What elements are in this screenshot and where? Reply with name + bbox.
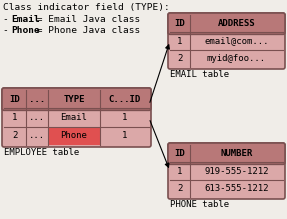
Text: 2: 2	[12, 131, 18, 140]
Text: ID: ID	[174, 149, 185, 158]
Text: NUMBER: NUMBER	[220, 149, 253, 158]
Text: ID: ID	[174, 19, 185, 28]
Text: Phone: Phone	[11, 26, 40, 35]
FancyBboxPatch shape	[168, 143, 285, 164]
Text: ADDRESS: ADDRESS	[218, 19, 255, 28]
Text: email@com...: email@com...	[204, 37, 269, 46]
Text: 2: 2	[177, 184, 183, 193]
Bar	[170, 145, 283, 162]
Text: EMPLOYEE table: EMPLOYEE table	[4, 148, 79, 157]
FancyBboxPatch shape	[2, 88, 151, 147]
FancyBboxPatch shape	[168, 13, 285, 69]
Text: Email: Email	[61, 113, 88, 122]
Text: Email: Email	[11, 15, 40, 24]
Text: 1: 1	[177, 166, 183, 175]
Text: 919-555-1212: 919-555-1212	[204, 166, 269, 175]
Text: -: -	[3, 15, 15, 24]
Bar	[170, 15, 283, 32]
FancyBboxPatch shape	[168, 13, 285, 34]
Text: C...ID: C...ID	[108, 95, 141, 104]
Text: 613-555-1212: 613-555-1212	[204, 184, 269, 193]
Text: TYPE: TYPE	[63, 95, 85, 104]
Text: ID: ID	[10, 95, 20, 104]
Text: Class indicator field (TYPE):: Class indicator field (TYPE):	[3, 3, 170, 12]
FancyBboxPatch shape	[168, 143, 285, 199]
Text: 1: 1	[122, 131, 127, 140]
Text: PHONE table: PHONE table	[170, 200, 229, 209]
Text: Phone: Phone	[61, 131, 88, 140]
Text: ...: ...	[29, 113, 45, 122]
Text: 1: 1	[12, 113, 18, 122]
Text: -: -	[3, 26, 15, 35]
Text: 1: 1	[177, 37, 183, 46]
Text: myid@foo...: myid@foo...	[207, 54, 266, 63]
Text: = Phone Java class: = Phone Java class	[31, 26, 141, 35]
FancyBboxPatch shape	[2, 88, 151, 110]
Text: = Email Java class: = Email Java class	[31, 15, 141, 24]
Text: EMAIL table: EMAIL table	[170, 70, 229, 79]
Text: ...: ...	[29, 95, 45, 104]
Text: ...: ...	[29, 131, 45, 140]
Text: 1: 1	[122, 113, 127, 122]
Bar	[48, 127, 100, 145]
Text: 2: 2	[177, 54, 183, 63]
Bar	[4, 90, 149, 108]
